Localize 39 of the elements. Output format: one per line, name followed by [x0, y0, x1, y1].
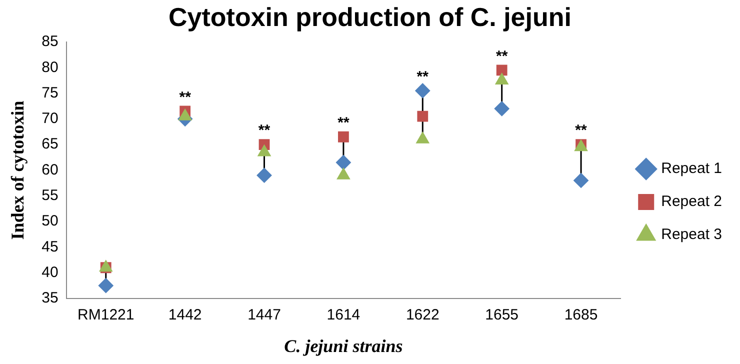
y-tick-label: 80: [42, 58, 58, 76]
annotation: **: [416, 68, 429, 86]
annotation: **: [338, 114, 350, 132]
x-tick-label: 1622: [406, 306, 440, 324]
y-tick-label: 55: [42, 186, 58, 204]
point: [256, 168, 272, 183]
annotation: **: [179, 88, 192, 106]
point: [496, 64, 508, 76]
y-tick-label: 65: [42, 136, 58, 153]
y-tick-label: 85: [42, 33, 58, 50]
point: [336, 155, 351, 170]
point: [98, 278, 114, 294]
y-tick-label: 40: [42, 264, 58, 281]
x-tick-label: 1655: [485, 306, 519, 324]
y-tick-label: 50: [42, 212, 58, 230]
legend-label: Repeat 1: [661, 160, 722, 178]
x-tick-label: 1685: [564, 306, 598, 324]
y-tick-label: 75: [42, 84, 58, 102]
point: [338, 131, 349, 142]
annotation: **: [258, 122, 270, 140]
x-tick-label: 1447: [248, 306, 281, 324]
y-axis-title: Index of cytotoxin: [7, 100, 28, 240]
y-tick-label: 60: [42, 161, 58, 178]
chart-title: Cytotoxin production of C. jejuni: [168, 2, 572, 33]
point: [417, 110, 428, 122]
y-tick-label: 70: [42, 110, 58, 128]
point: [574, 172, 589, 188]
point: [494, 101, 510, 116]
x-axis-title: C. jejuni strains: [284, 336, 403, 356]
legend-label: Repeat 3: [661, 226, 722, 244]
legend-label: Repeat 2: [661, 193, 722, 210]
point: [415, 83, 430, 98]
annotation: **: [575, 122, 588, 140]
x-tick-label: 1442: [168, 306, 202, 324]
x-tick-label: 1614: [326, 306, 360, 324]
y-tick-label: 45: [42, 238, 58, 256]
annotation: **: [496, 48, 508, 65]
y-tick-label: 35: [42, 290, 58, 307]
x-tick-label: RM1221: [78, 306, 134, 324]
